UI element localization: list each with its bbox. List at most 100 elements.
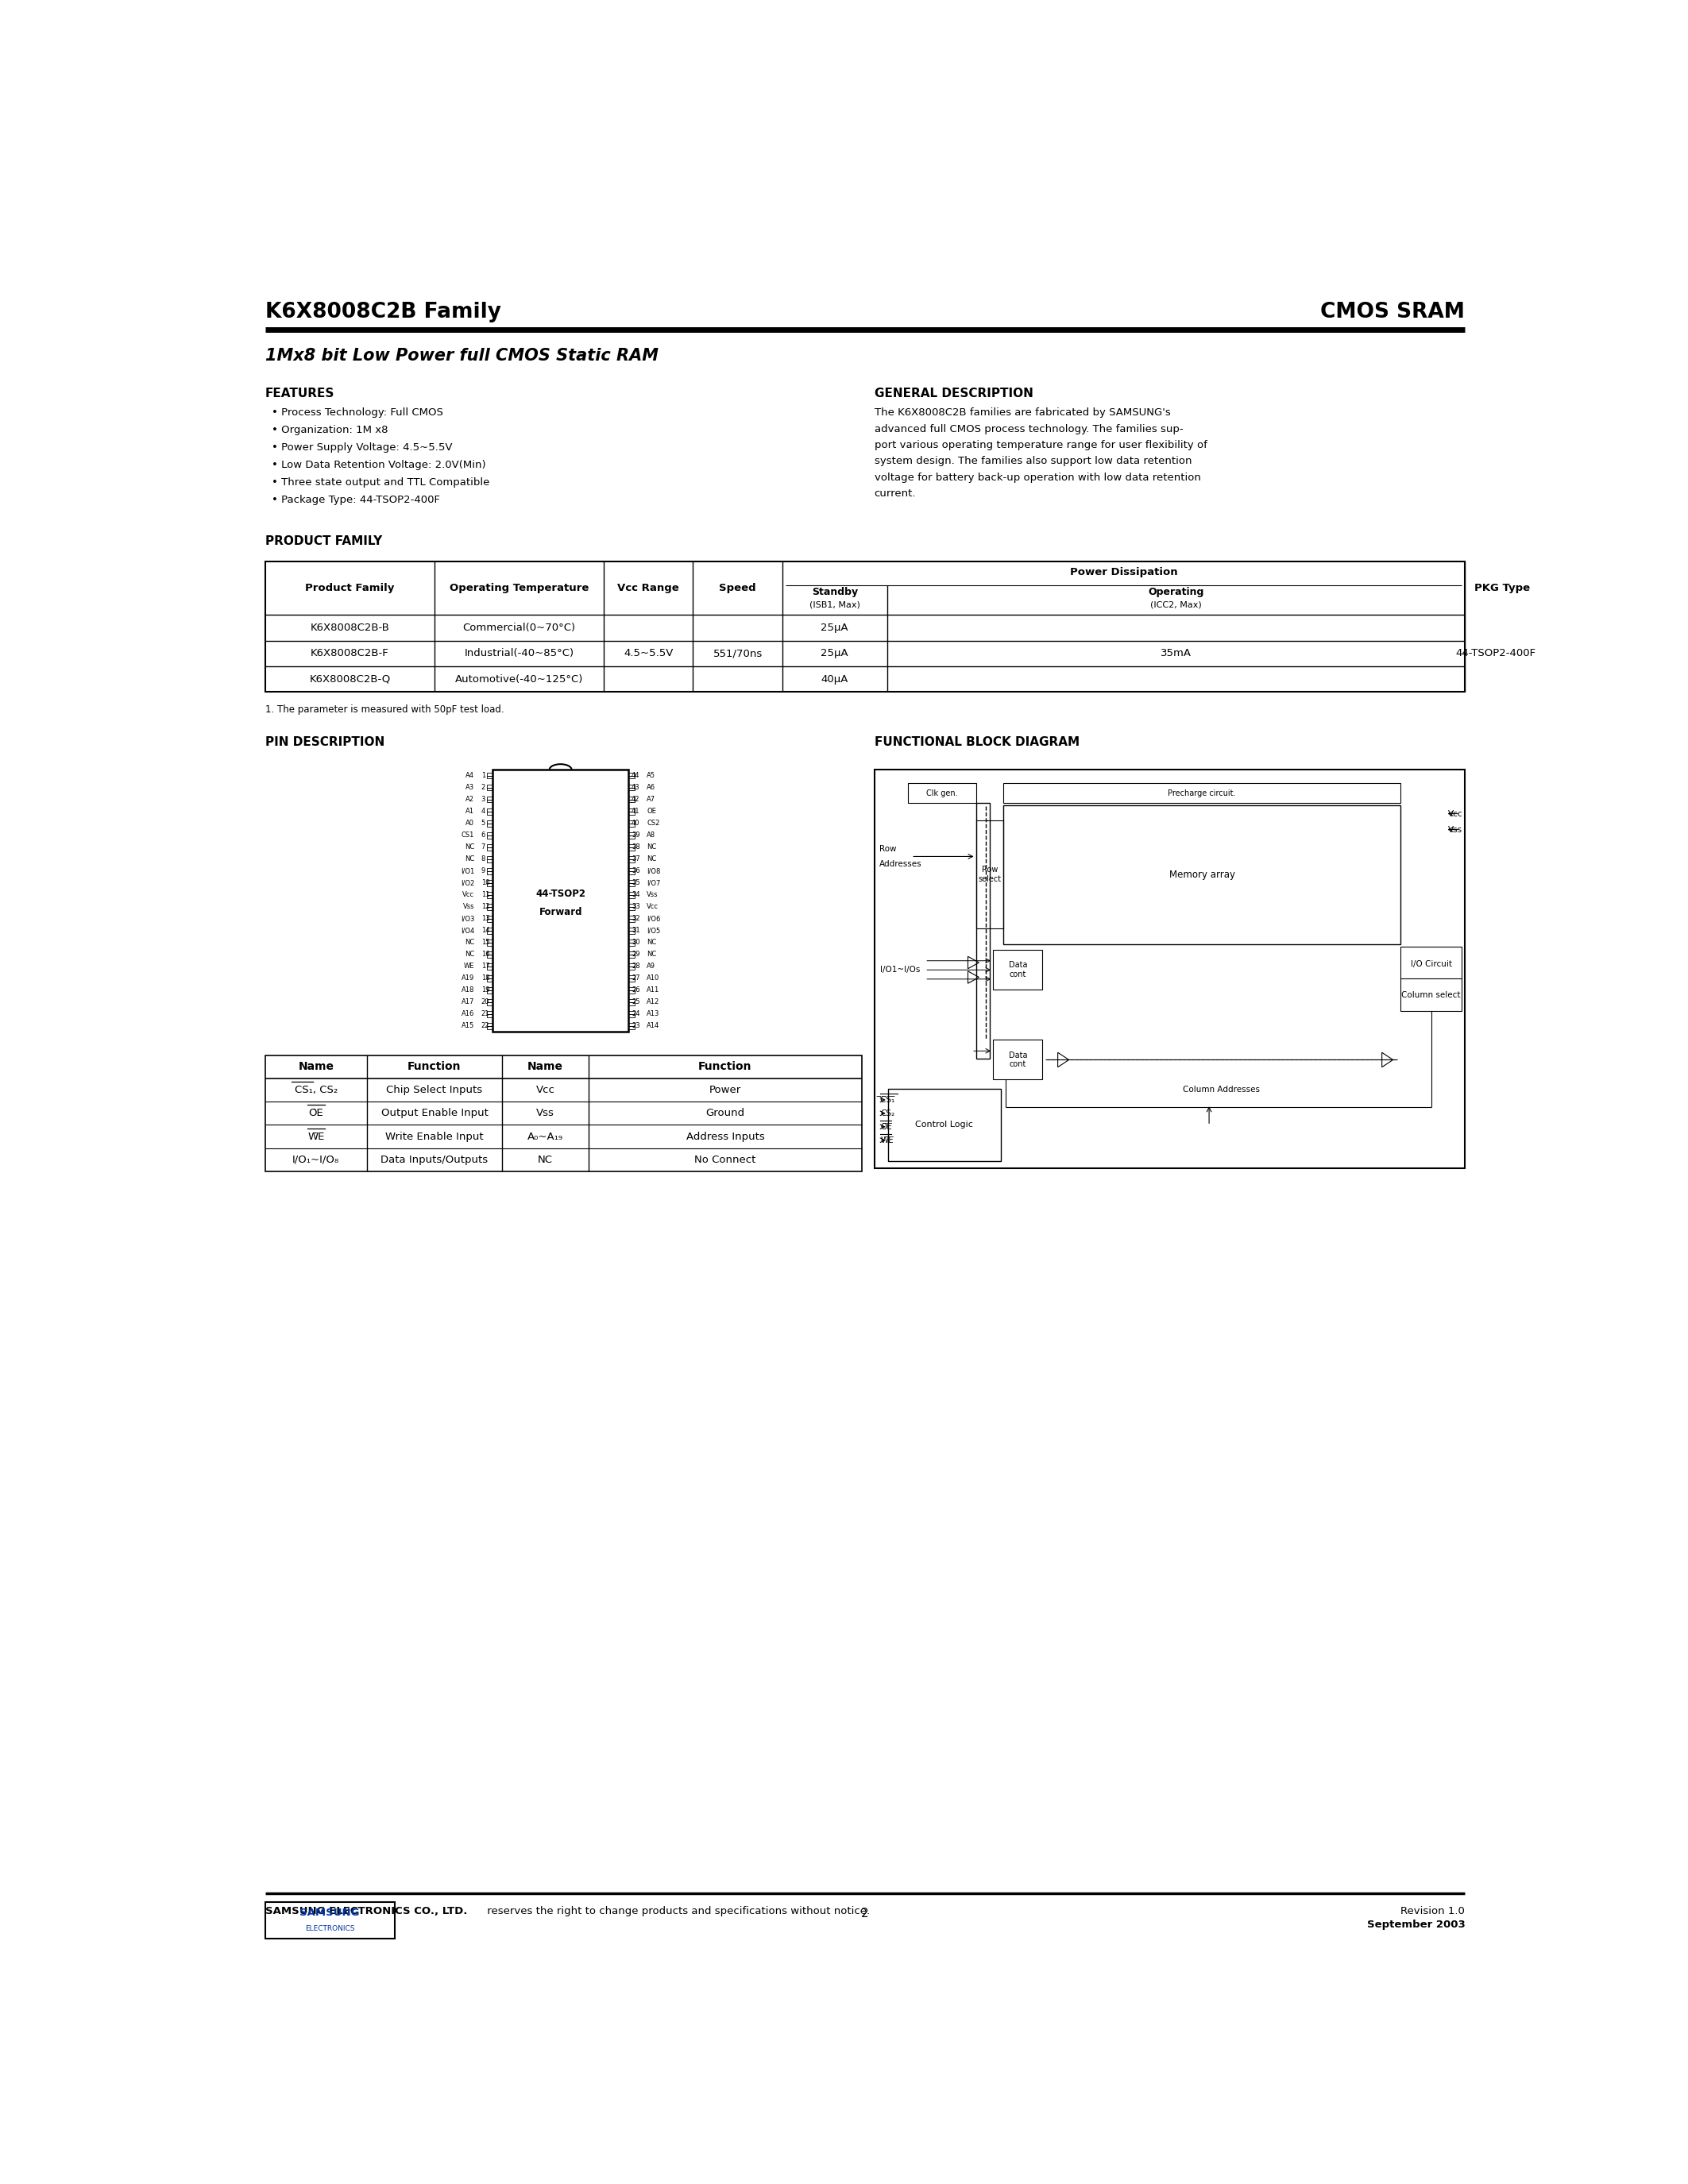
Text: A11: A11 <box>647 987 660 994</box>
Text: GENERAL DESCRIPTION: GENERAL DESCRIPTION <box>874 387 1033 400</box>
Bar <box>976 821 1004 928</box>
Text: 13: 13 <box>481 915 490 922</box>
Text: NC: NC <box>538 1155 554 1164</box>
Text: A18: A18 <box>461 987 474 994</box>
Text: Vss: Vss <box>1448 826 1462 834</box>
Text: 44-TSOP2-400F: 44-TSOP2-400F <box>1455 649 1536 660</box>
Bar <box>993 950 1043 989</box>
Bar <box>486 1011 493 1018</box>
Text: 9: 9 <box>481 867 484 874</box>
Bar <box>628 867 635 874</box>
Text: Operating: Operating <box>1148 587 1204 598</box>
Text: I/O1~I/Os: I/O1~I/Os <box>881 965 920 974</box>
Text: 26: 26 <box>631 987 640 994</box>
Bar <box>265 1902 395 1939</box>
Text: 551/70ns: 551/70ns <box>712 649 763 660</box>
Text: CS₂: CS₂ <box>881 1109 895 1118</box>
Text: Column select: Column select <box>1401 992 1460 998</box>
Text: 40: 40 <box>631 819 640 828</box>
Bar <box>628 832 635 839</box>
Text: The K6X8008C2B families are fabricated by SAMSUNG's: The K6X8008C2B families are fabricated b… <box>874 408 1170 417</box>
Text: 10: 10 <box>481 880 490 887</box>
Text: Vcc Range: Vcc Range <box>618 583 679 594</box>
Bar <box>486 915 493 922</box>
Text: Vss: Vss <box>537 1107 554 1118</box>
Bar <box>628 843 635 850</box>
Text: A12: A12 <box>647 998 660 1007</box>
Bar <box>486 821 493 826</box>
Text: CS2: CS2 <box>647 819 660 828</box>
Text: Commercial(0~70°C): Commercial(0~70°C) <box>463 622 576 633</box>
Bar <box>486 832 493 839</box>
Text: 16: 16 <box>481 950 490 959</box>
Text: NC: NC <box>464 856 474 863</box>
Text: W̅E̅: W̅E̅ <box>881 1136 895 1144</box>
Bar <box>628 928 635 935</box>
Text: Data
cont: Data cont <box>1008 1051 1026 1068</box>
Bar <box>628 1011 635 1018</box>
Text: I/O2: I/O2 <box>461 880 474 887</box>
Text: Precharge circuit.: Precharge circuit. <box>1168 788 1236 797</box>
Bar <box>486 773 493 780</box>
Text: Data
cont: Data cont <box>1008 961 1026 978</box>
Text: 11: 11 <box>481 891 490 898</box>
Text: 18: 18 <box>481 974 490 983</box>
Text: • Package Type: 44-TSOP2-400F: • Package Type: 44-TSOP2-400F <box>272 496 441 505</box>
Text: A3: A3 <box>466 784 474 791</box>
Text: port various operating temperature range for user flexibility of: port various operating temperature range… <box>874 439 1207 450</box>
Bar <box>265 561 1465 692</box>
Text: Forward: Forward <box>538 906 582 917</box>
Text: A4: A4 <box>466 771 474 780</box>
Text: CMOS SRAM: CMOS SRAM <box>1320 301 1465 323</box>
Bar <box>628 963 635 970</box>
Text: A1: A1 <box>466 808 474 815</box>
Text: 15: 15 <box>481 939 490 946</box>
Text: Automotive(-40~125°C): Automotive(-40~125°C) <box>456 675 584 684</box>
Bar <box>993 1040 1043 1079</box>
Text: I/O₁~I/O₈: I/O₁~I/O₈ <box>292 1155 339 1164</box>
Text: Standby: Standby <box>812 587 858 598</box>
Text: CS̄₁, CS₂: CS̄₁, CS₂ <box>294 1085 338 1094</box>
Text: • Organization: 1M x8: • Organization: 1M x8 <box>272 426 388 435</box>
Text: 21: 21 <box>481 1011 490 1018</box>
Text: A5: A5 <box>647 771 655 780</box>
Text: 43: 43 <box>631 784 640 791</box>
Text: Function: Function <box>699 1061 753 1072</box>
Text: Power: Power <box>709 1085 741 1094</box>
Bar <box>628 1022 635 1029</box>
Text: 19: 19 <box>481 987 490 994</box>
Text: CS1: CS1 <box>461 832 474 839</box>
Text: 4: 4 <box>481 808 484 815</box>
Text: FUNCTIONAL BLOCK DIAGRAM: FUNCTIONAL BLOCK DIAGRAM <box>874 736 1079 747</box>
Bar <box>1004 784 1401 804</box>
Bar <box>493 769 628 1033</box>
Text: A14: A14 <box>647 1022 660 1029</box>
Text: A9: A9 <box>647 963 655 970</box>
Bar <box>628 821 635 826</box>
Text: NC: NC <box>464 950 474 959</box>
Bar <box>628 976 635 981</box>
Text: • Process Technology: Full CMOS: • Process Technology: Full CMOS <box>272 408 442 417</box>
Bar <box>486 1022 493 1029</box>
Bar <box>628 904 635 911</box>
Text: 25: 25 <box>631 998 640 1007</box>
Text: Vss: Vss <box>647 891 658 898</box>
Text: Clk gen.: Clk gen. <box>927 788 957 797</box>
Text: 35mA: 35mA <box>1161 649 1192 660</box>
Text: current.: current. <box>874 489 917 498</box>
Bar <box>486 843 493 850</box>
Text: SAMSUNG: SAMSUNG <box>300 1909 360 1918</box>
Text: W̄Ē: W̄Ē <box>307 1131 324 1142</box>
Text: 4.5~5.5V: 4.5~5.5V <box>623 649 674 660</box>
Text: September 2003: September 2003 <box>1367 1920 1465 1931</box>
Bar <box>486 904 493 911</box>
Text: Function: Function <box>408 1061 461 1072</box>
Text: Name: Name <box>527 1061 564 1072</box>
Text: Vcc: Vcc <box>463 891 474 898</box>
Text: Operating Temperature: Operating Temperature <box>449 583 589 594</box>
Bar <box>1401 948 1462 1011</box>
Text: I/O1: I/O1 <box>461 867 474 874</box>
Text: 41: 41 <box>631 808 640 815</box>
Text: 25μA: 25μA <box>820 622 849 633</box>
Text: NC: NC <box>464 843 474 852</box>
